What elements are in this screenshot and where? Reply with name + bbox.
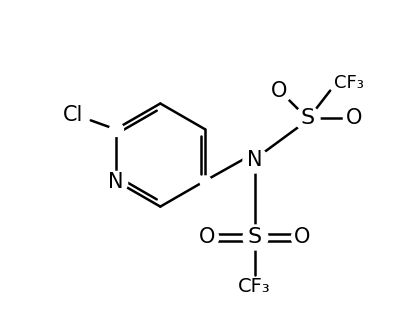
Text: CF₃: CF₃ <box>238 278 271 297</box>
Text: O: O <box>271 80 288 100</box>
Text: O: O <box>346 109 362 128</box>
Text: N: N <box>247 150 262 170</box>
Text: CF₃: CF₃ <box>334 74 364 92</box>
Text: S: S <box>248 227 262 247</box>
Text: S: S <box>300 109 315 128</box>
Text: O: O <box>199 227 215 247</box>
Text: Cl: Cl <box>63 105 83 125</box>
Text: O: O <box>294 227 310 247</box>
Text: N: N <box>108 172 123 192</box>
